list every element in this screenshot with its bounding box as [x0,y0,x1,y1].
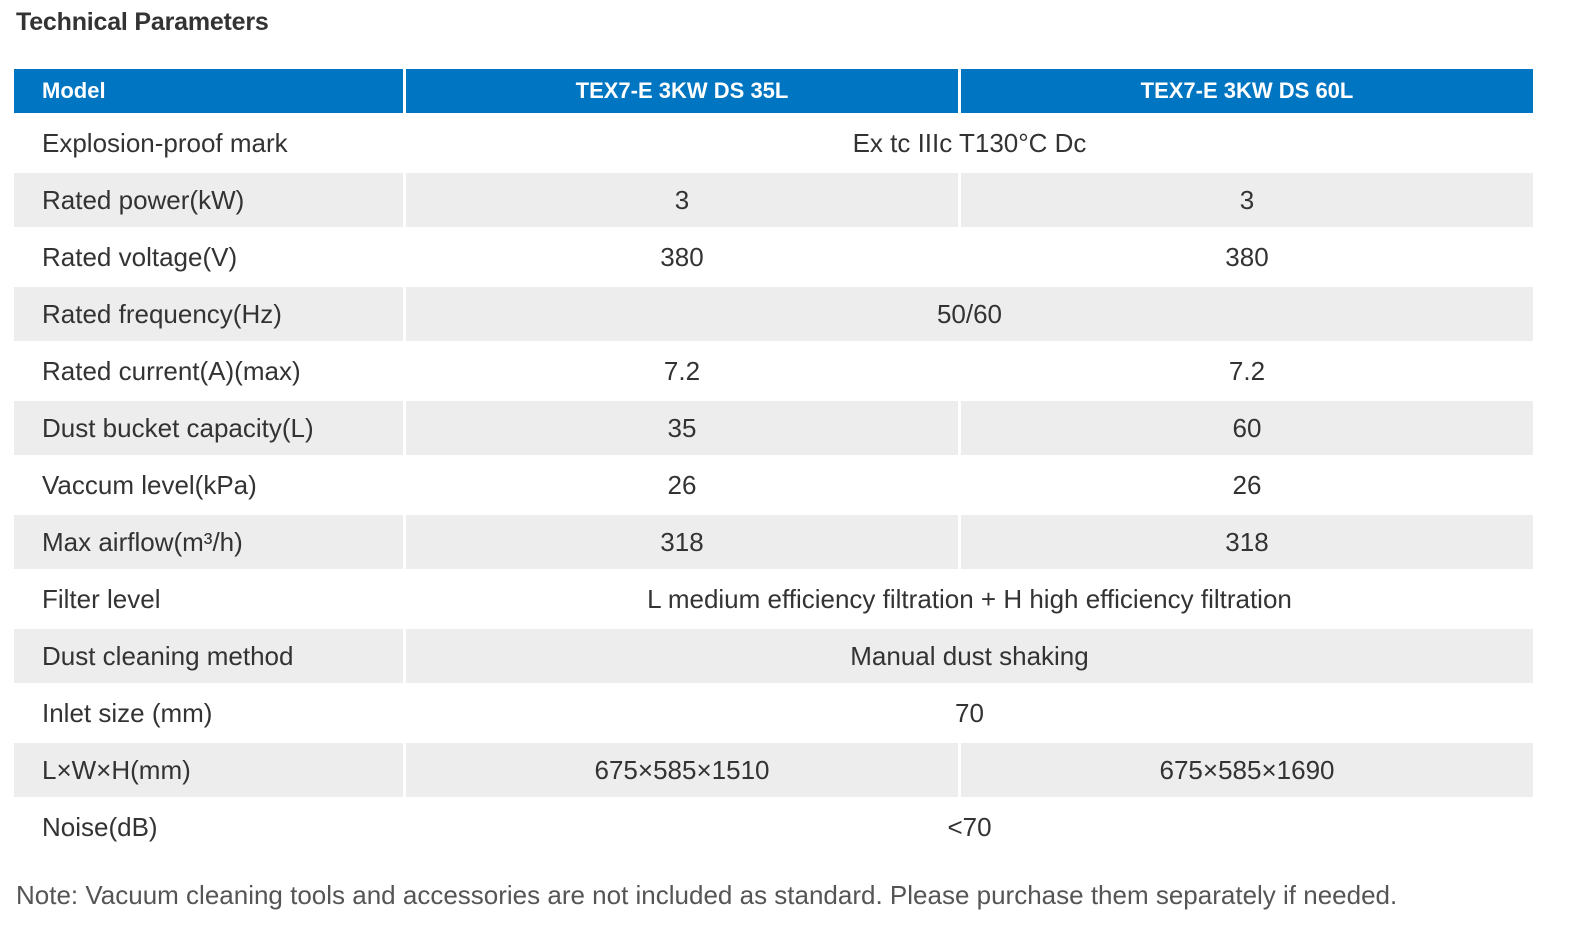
table-row: Explosion-proof mark Ex tc IIIc T130°C Dc [14,116,1533,170]
row-label: Dust bucket capacity(L) [14,401,403,455]
row-value-35l: 35 [406,401,958,455]
row-label: Rated current(A)(max) [42,355,301,386]
row-label: Explosion-proof mark [42,127,288,158]
row-label: L×W×H(mm) [14,743,403,797]
row-value-60l: 26 [1232,469,1262,500]
table-row: Rated frequency(Hz) 50/60 [14,287,1533,341]
row-label: Filter level [42,583,161,614]
header-model-label: Model [14,69,403,113]
row-value-60l: 7.2 [1228,355,1266,386]
table-row: Dust bucket capacity(L) 35 60 [14,401,1533,455]
table-row: Noise(dB) <70 [14,800,1533,854]
row-value-60l: 318 [961,515,1533,569]
row-value-60l: 60 [961,401,1533,455]
row-label: Noise(dB) [42,811,158,842]
note-text: Note: Vacuum cleaning tools and accessor… [16,880,1398,910]
row-value-merged: <70 [947,811,992,842]
table-body: Explosion-proof mark Ex tc IIIc T130°C Dc… [14,116,1533,854]
row-label: Rated power(kW) [14,173,403,227]
table-row: Rated power(kW) 3 3 [14,173,1533,227]
row-value-35l: 380 [660,241,704,272]
row-label: Rated frequency(Hz) [14,287,403,341]
row-value-60l: 3 [961,173,1533,227]
header-model-35l: TEX7-E 3KW DS 35L [406,69,958,113]
row-label: Inlet size (mm) [42,697,213,728]
table-row: Inlet size (mm) 70 [14,686,1533,740]
row-value-35l: 675×585×1510 [406,743,958,797]
technical-parameters-table: Model TEX7-E 3KW DS 35L TEX7-E 3KW DS 60… [11,66,1536,857]
row-value-35l: 318 [406,515,958,569]
header-model-60l: TEX7-E 3KW DS 60L [961,69,1533,113]
table-row: Dust cleaning method Manual dust shaking [14,629,1533,683]
table-row: Filter level L medium efficiency filtrati… [14,572,1533,626]
table-row: Rated current(A)(max) 7.2 7.2 [14,344,1533,398]
row-value-merged: Ex tc IIIc T130°C Dc [852,127,1087,158]
row-value-35l: 3 [406,173,958,227]
table-row: Rated voltage(V) 380 380 [14,230,1533,284]
table-row: Vaccum level(kPa) 26 26 [14,458,1533,512]
row-label: Rated voltage(V) [42,241,238,272]
row-value-merged: 50/60 [406,287,1533,341]
page-title: Technical Parameters [16,8,269,36]
row-value-60l: 380 [1225,241,1269,272]
table-header-row: Model TEX7-E 3KW DS 35L TEX7-E 3KW DS 60… [14,69,1533,113]
row-value-merged: L medium efficiency filtration + H high … [647,583,1292,614]
table-row: Max airflow(m³/h) 318 318 [14,515,1533,569]
row-value-merged: 70 [955,697,984,728]
row-value-35l: 26 [667,469,697,500]
row-label: Vaccum level(kPa) [42,469,257,500]
row-value-merged: Manual dust shaking [406,629,1533,683]
row-value-35l: 7.2 [663,355,701,386]
row-value-60l: 675×585×1690 [961,743,1533,797]
row-label: Dust cleaning method [14,629,403,683]
table-row: L×W×H(mm) 675×585×1510 675×585×1690 [14,743,1533,797]
row-label: Max airflow(m³/h) [14,515,403,569]
